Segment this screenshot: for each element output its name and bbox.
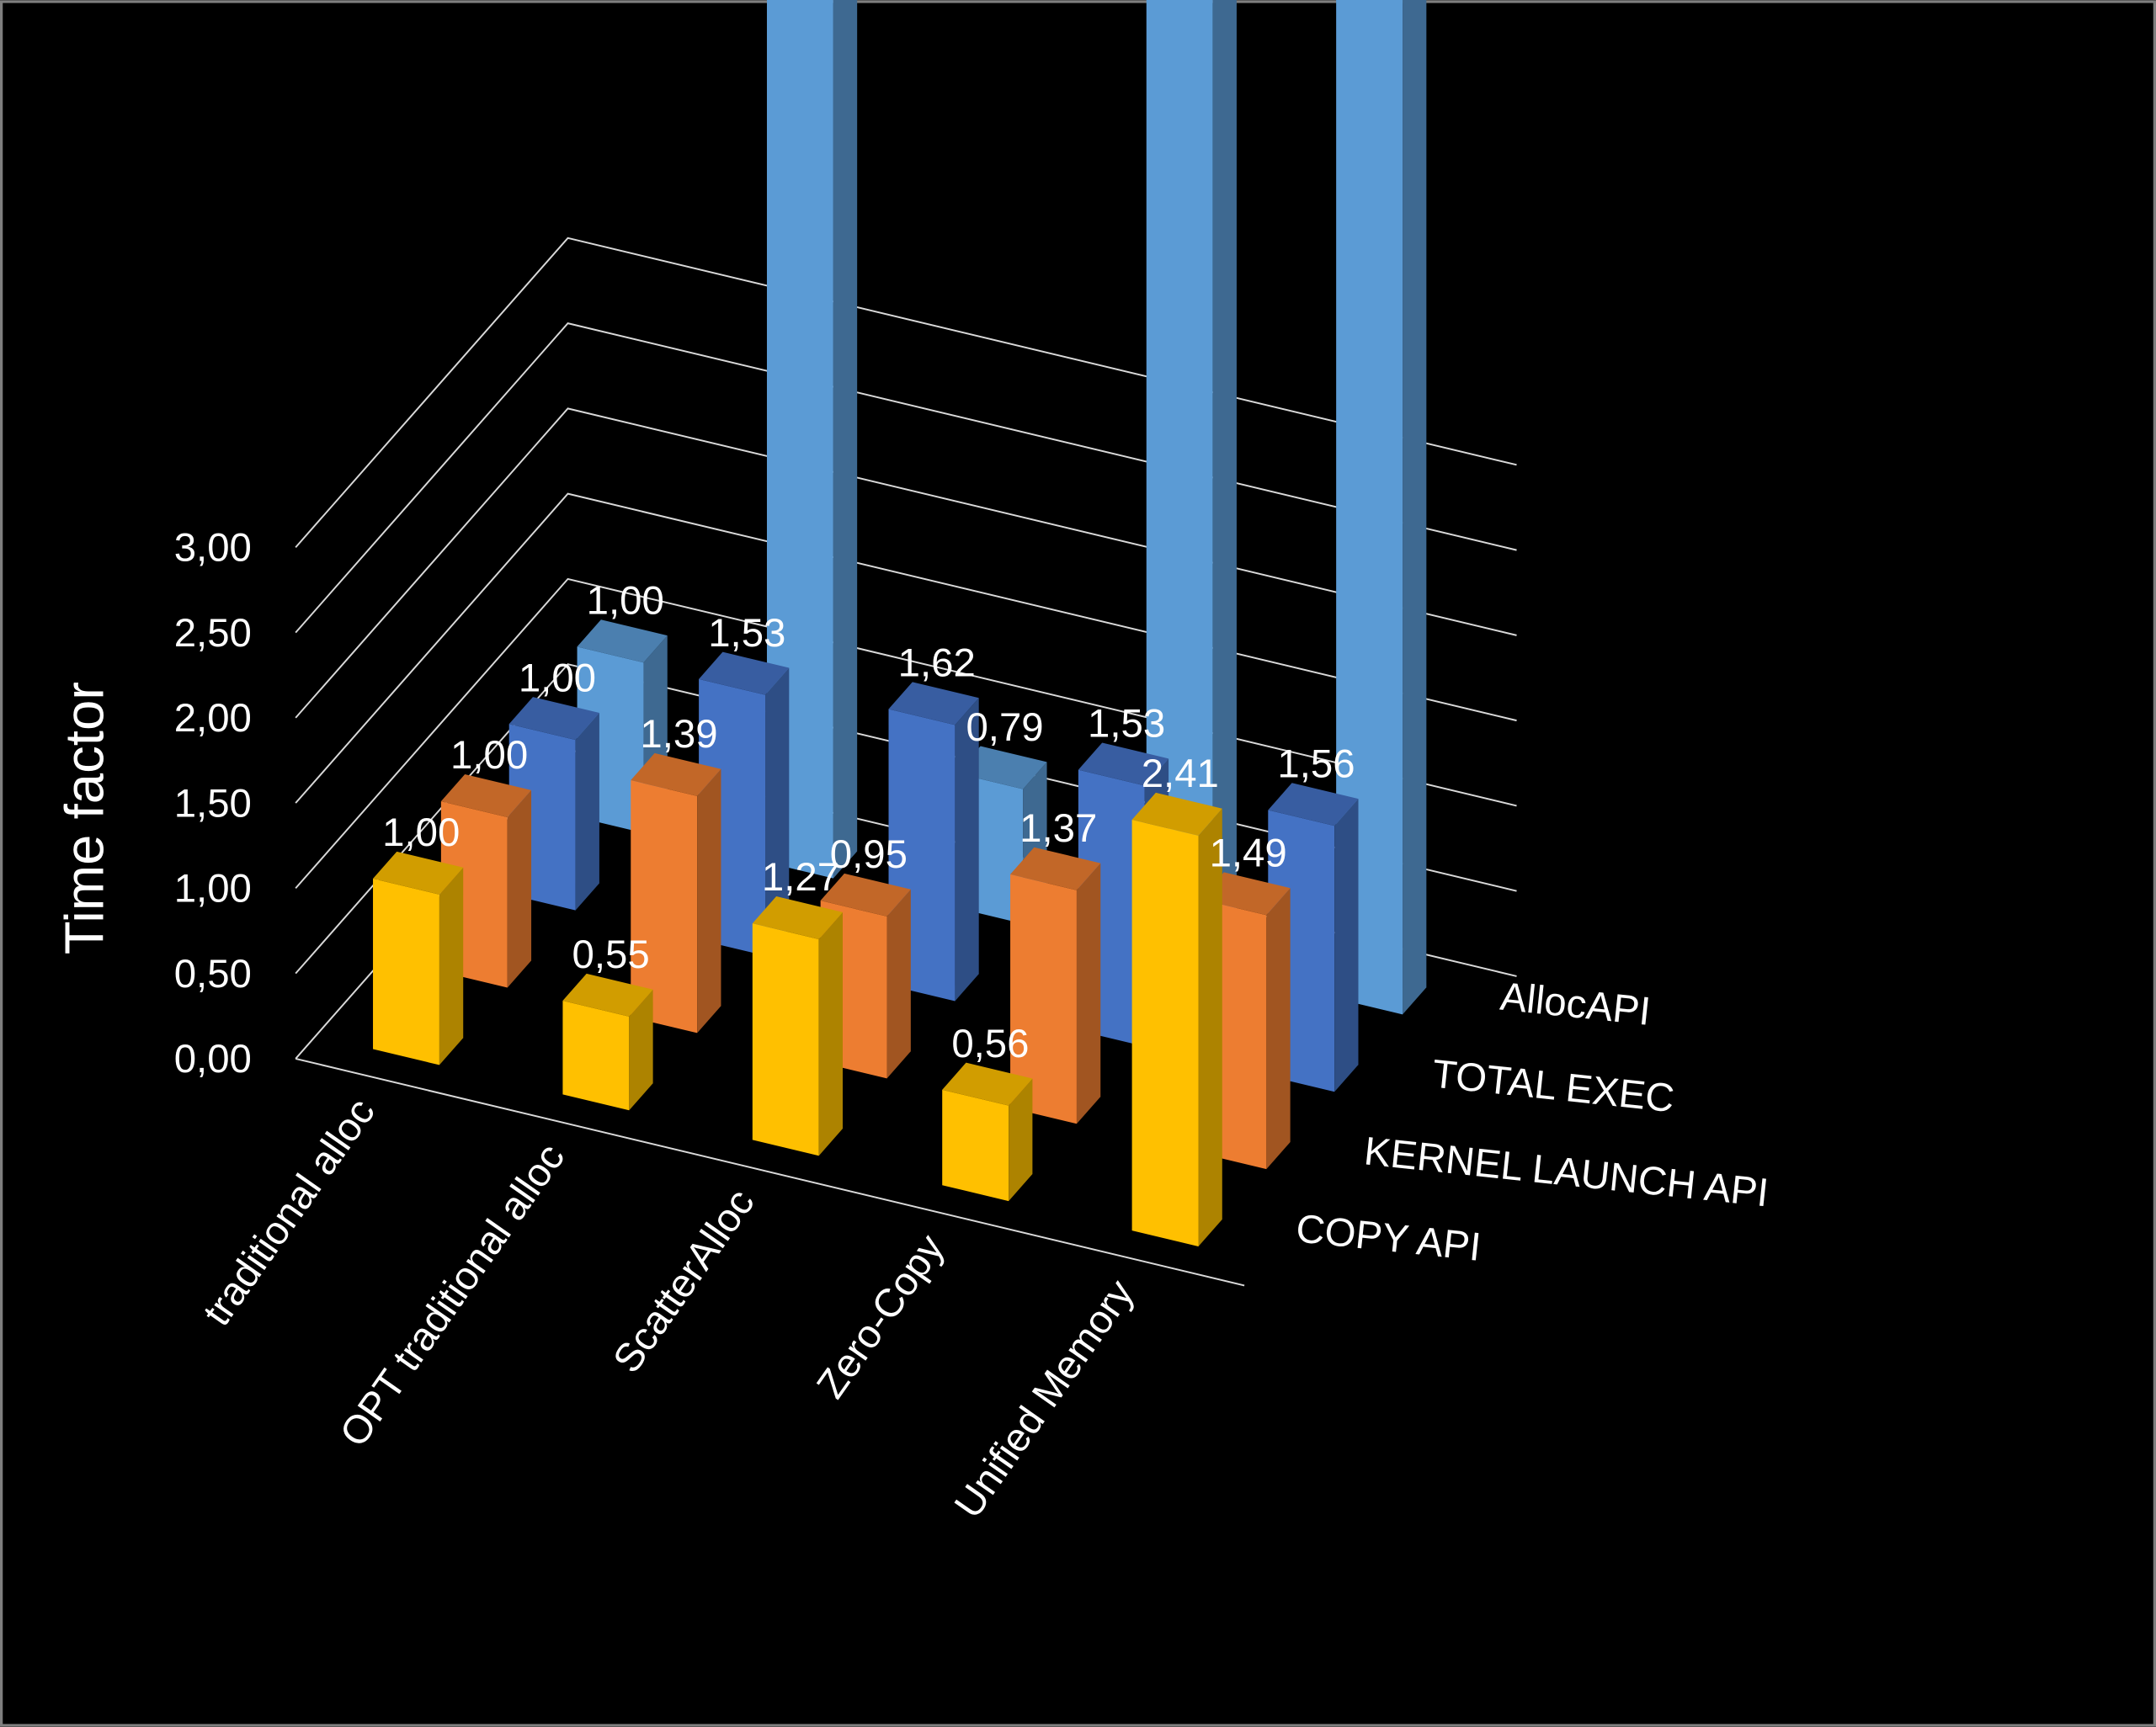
bar-side bbox=[439, 867, 464, 1065]
bar-front bbox=[373, 879, 439, 1065]
bar-top bbox=[440, 773, 532, 817]
bar-top bbox=[1010, 847, 1101, 890]
value-label: 1,49 bbox=[1210, 832, 1287, 876]
bar-top bbox=[956, 746, 1047, 789]
value-label: 1,39 bbox=[640, 712, 717, 757]
bar-top bbox=[1078, 742, 1169, 786]
value-label: 1,62 bbox=[898, 641, 976, 686]
bar bbox=[752, 895, 844, 1156]
bar-top bbox=[577, 619, 668, 663]
value-label: 1,00 bbox=[519, 656, 596, 700]
value-label: 1,53 bbox=[708, 611, 785, 656]
floor-edge bbox=[295, 1057, 1245, 1287]
value-label: 1,00 bbox=[587, 578, 664, 623]
y-tick-label: 3,00 bbox=[174, 526, 252, 571]
y-tick-label: 0,50 bbox=[174, 952, 252, 996]
bar-side bbox=[1403, 0, 1427, 1015]
bar bbox=[766, 0, 858, 879]
bar-side bbox=[765, 667, 790, 956]
bar bbox=[373, 851, 464, 1065]
bar bbox=[631, 752, 721, 1034]
bar-front bbox=[766, 0, 833, 879]
bar-top bbox=[820, 873, 911, 917]
bar bbox=[1131, 792, 1222, 1246]
bar-front bbox=[752, 923, 819, 1156]
bar-side bbox=[886, 889, 911, 1079]
bar-top bbox=[562, 973, 653, 1017]
bar-front bbox=[562, 1001, 630, 1111]
value-label: 1,27 bbox=[762, 855, 839, 900]
bar-side bbox=[1212, 0, 1237, 970]
bar-front bbox=[1146, 0, 1213, 970]
bar-side bbox=[1009, 1078, 1033, 1202]
value-label: 0,95 bbox=[830, 832, 908, 877]
bar-top bbox=[508, 697, 599, 741]
value-label: 1,00 bbox=[450, 733, 528, 778]
value-label: 2,41 bbox=[1142, 752, 1219, 796]
bar bbox=[1010, 847, 1101, 1124]
bar-front bbox=[1131, 820, 1199, 1246]
y-tick-label: 0,00 bbox=[174, 1037, 252, 1081]
value-label: 0,79 bbox=[966, 705, 1043, 750]
bar-top bbox=[1200, 872, 1291, 916]
bar bbox=[562, 973, 653, 1111]
bar-top bbox=[1131, 792, 1222, 836]
value-label: 0,56 bbox=[951, 1022, 1029, 1066]
value-label: 1,53 bbox=[1088, 702, 1165, 747]
value-label: 0,55 bbox=[572, 933, 650, 977]
bar-top bbox=[1268, 783, 1359, 826]
bar-top bbox=[888, 682, 979, 725]
y-tick-label: 1,00 bbox=[174, 867, 252, 911]
bar bbox=[1336, 0, 1427, 1015]
bar-side bbox=[629, 989, 653, 1111]
bar-side bbox=[1076, 863, 1101, 1124]
y-axis-title: Time factor bbox=[53, 682, 114, 954]
bar-side bbox=[833, 0, 858, 879]
bar-front bbox=[631, 780, 698, 1034]
bar-top bbox=[631, 752, 721, 796]
y-tick-label: 2,50 bbox=[174, 611, 252, 656]
y-tick-label: 1,50 bbox=[174, 781, 252, 826]
bar-top bbox=[752, 895, 844, 939]
bar-side bbox=[1198, 808, 1222, 1246]
y-tick-label: 2,00 bbox=[174, 696, 252, 741]
value-label: 1,00 bbox=[382, 810, 460, 855]
bar-side bbox=[1334, 799, 1359, 1092]
bar-side bbox=[697, 768, 721, 1034]
bar-front bbox=[942, 1089, 1009, 1202]
bar-side bbox=[955, 698, 979, 1002]
bar-side bbox=[1266, 888, 1291, 1170]
bar-top bbox=[373, 851, 464, 895]
value-label: 1,56 bbox=[1277, 742, 1355, 787]
bar-side bbox=[507, 789, 532, 988]
bar-front bbox=[1336, 0, 1403, 1015]
bar-side bbox=[575, 712, 599, 911]
bar bbox=[1146, 0, 1237, 970]
bar-top bbox=[699, 651, 790, 695]
bar bbox=[942, 1062, 1033, 1202]
value-label: 1,37 bbox=[1019, 806, 1097, 851]
bar-top bbox=[942, 1062, 1033, 1106]
bar-front bbox=[1010, 874, 1077, 1124]
bar-side bbox=[818, 911, 844, 1156]
